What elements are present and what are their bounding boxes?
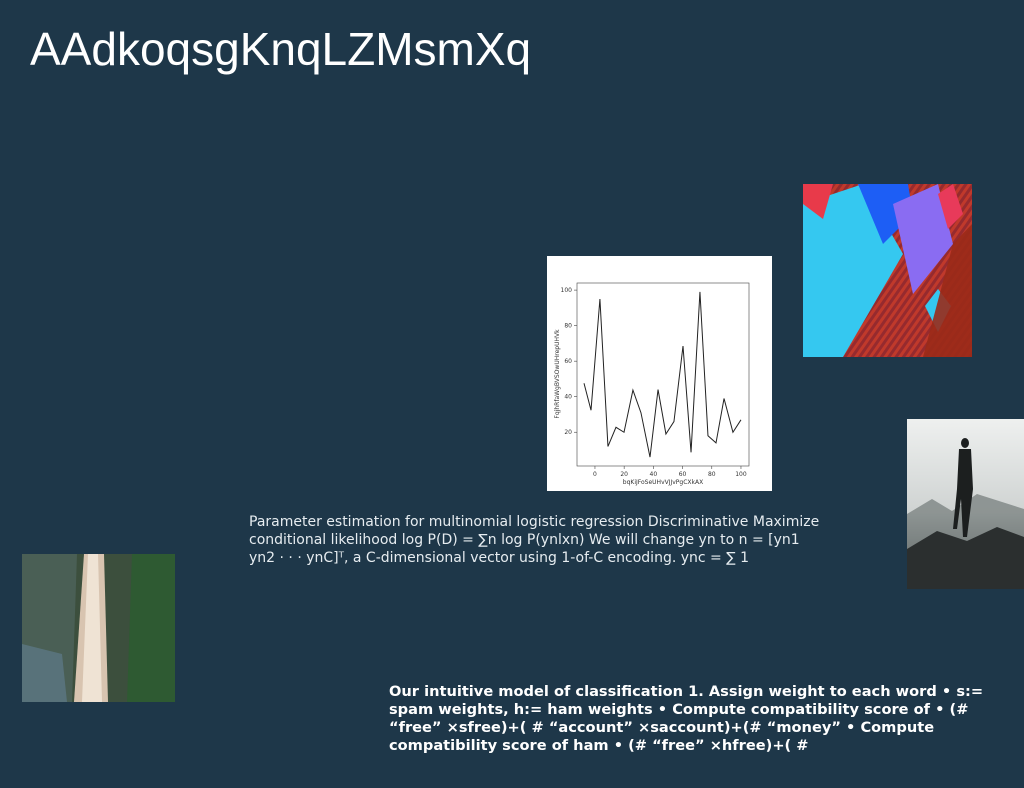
x-axis-label: bqKiJFoSeUHvVJJvPgCXkAX xyxy=(623,479,703,486)
data-line xyxy=(583,291,742,458)
waterfall-image xyxy=(22,554,175,702)
chart: bqKiJFoSeUHvVJJvPgCXkAX FqjhRfaWgBVSOwUH… xyxy=(554,282,750,486)
y-tick-label: 60 xyxy=(564,358,572,365)
body-text: Parameter estimation for multinomial log… xyxy=(249,514,820,566)
y-tick-label: 80 xyxy=(564,323,572,330)
x-tick-label: 60 xyxy=(679,471,687,478)
bold-text: Our intuitive model of classification 1.… xyxy=(389,683,984,754)
abstract-art xyxy=(803,184,972,357)
x-tick-label: 40 xyxy=(650,471,658,478)
y-tick-label: 20 xyxy=(564,429,572,436)
plot-frame xyxy=(576,282,750,467)
x-tick-label: 80 xyxy=(708,471,716,478)
hiker-silhouette xyxy=(907,438,1024,589)
hiker-image xyxy=(907,419,1024,589)
waterfall-art xyxy=(22,554,175,702)
abstract-image xyxy=(803,184,972,357)
x-tick-label: 20 xyxy=(620,471,628,478)
x-tick-label: 0 xyxy=(593,471,597,478)
x-tick-label: 100 xyxy=(735,471,747,478)
chart-image: bqKiJFoSeUHvVJJvPgCXkAX FqjhRfaWgBVSOwUH… xyxy=(547,256,772,491)
y-axis-label: FqjhRfaWgBVSOwUHrepUHVk xyxy=(554,329,561,419)
slide-title: AAdkoqsgKnqLZMsmXq xyxy=(30,23,532,75)
y-tick-label: 100 xyxy=(561,287,573,294)
y-tick-label: 40 xyxy=(564,394,572,401)
